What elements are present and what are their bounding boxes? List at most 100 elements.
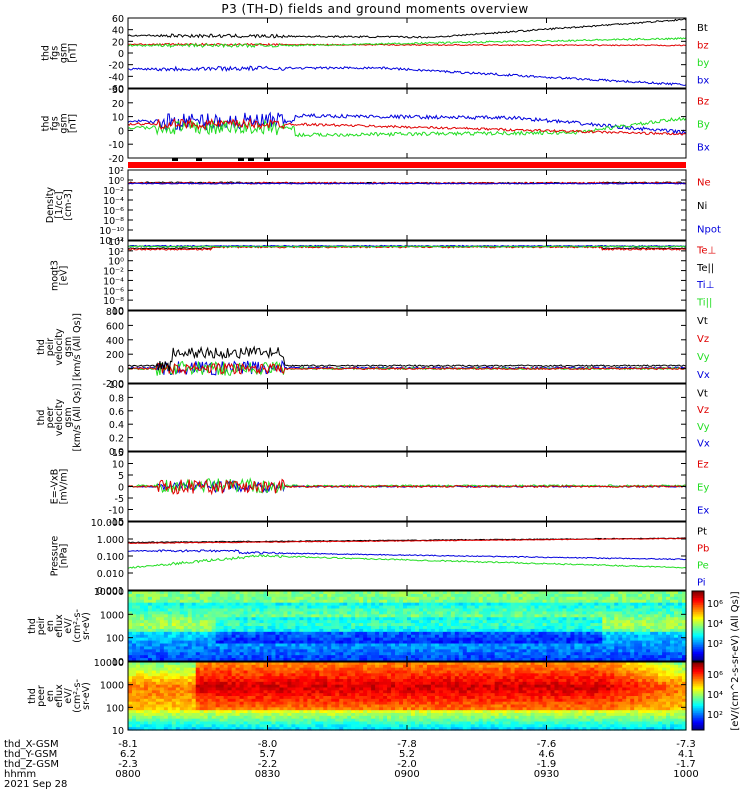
colorbar-segment	[692, 645, 704, 648]
colorbar-segment	[692, 603, 704, 606]
colorbar-segment	[692, 667, 704, 670]
y-tick-label: 800	[106, 307, 124, 318]
y-axis-label: thd	[27, 618, 38, 634]
legend-Ne: Ne	[697, 178, 711, 189]
colorbar-segment	[692, 619, 704, 622]
colorbar-segment	[692, 650, 704, 653]
colorbar-segment	[692, 716, 704, 719]
legend-Pe: Pe	[697, 561, 709, 572]
colorbar-segment	[692, 718, 704, 721]
y-tick-label: -200	[102, 379, 124, 390]
x-row-label: thd_X-GSM	[4, 739, 59, 750]
series-line-Ez	[127, 478, 687, 496]
y-tick-label: 10⁻²	[103, 267, 124, 278]
y-tick-label: 200	[106, 350, 124, 361]
y-tick-label: 40	[112, 26, 124, 37]
y-tick-label: 10	[112, 460, 124, 471]
panel-frame-peer-velocity	[127, 383, 687, 452]
colorbar-segment	[692, 659, 704, 662]
y-axis-label: velocity	[54, 328, 65, 366]
series-line-Vt	[127, 345, 687, 372]
colorbar-segment	[692, 687, 704, 690]
colorbar-segment	[692, 721, 704, 724]
y-tick-label: 10000	[94, 587, 124, 598]
colorbar-segment	[692, 636, 704, 639]
series-line-bx	[127, 65, 687, 86]
colorbar-segment	[692, 694, 704, 697]
colorbar-segment	[692, 640, 704, 643]
x-row-label: hhmm	[4, 769, 36, 780]
peer-spectrogram	[128, 662, 687, 731]
colorbar-segment	[692, 713, 704, 716]
y-tick-label: 0	[118, 365, 124, 376]
colorbar-segment	[692, 701, 704, 704]
colorbar-segment	[692, 594, 704, 597]
y-axis-label: fgs	[50, 116, 61, 130]
y-tick-label: 10⁻¹⁰	[99, 226, 124, 237]
colorbar-segment	[692, 684, 704, 687]
colorbar-segment	[692, 652, 704, 655]
colorbar-segment	[692, 707, 704, 711]
colorbar-segment	[692, 617, 704, 620]
x-row-value: -1.7	[676, 759, 696, 770]
flag-mark	[248, 158, 254, 161]
legend-Pi: Pi	[697, 578, 706, 589]
colorbar-segment	[692, 697, 704, 700]
series-line-Vz	[127, 361, 687, 376]
colorbar-segment	[692, 599, 704, 602]
colorbar-segment	[692, 598, 704, 601]
y-tick-label: 1000	[100, 610, 124, 621]
flag-mark	[172, 158, 178, 161]
colorbar-segment	[692, 677, 704, 680]
y-axis-label: [nT]	[68, 114, 79, 133]
legend-Ni: Ni	[697, 201, 707, 212]
y-tick-label: 20	[112, 99, 124, 110]
colorbar-segment	[692, 665, 704, 668]
y-tick-label: 10⁴	[108, 237, 124, 248]
colorbar-segment	[692, 679, 704, 682]
colorbar-tick-label: 10²	[707, 639, 723, 650]
legend-bz: bz	[697, 40, 709, 51]
x-row-value: -7.8	[397, 739, 417, 750]
y-tick-label: 10⁻²	[103, 186, 124, 197]
y-tick-label: 10²	[108, 247, 124, 258]
legend-Ex: Ex	[697, 506, 709, 517]
y-axis-label: eV/	[63, 617, 74, 633]
series-line-Bz	[127, 117, 687, 136]
colorbar-segment	[692, 592, 704, 595]
y-tick-label: 100	[106, 703, 124, 714]
y-tick-label: 10⁻⁴	[103, 276, 124, 287]
y-axis-label: eflux	[54, 684, 65, 708]
x-row-value: -8.1	[118, 739, 138, 750]
colorbar-segment	[692, 596, 704, 599]
y-tick-label: 10000	[94, 658, 124, 669]
y-axis-label: [cm-3]	[63, 189, 74, 220]
legend-Ez: Ez	[697, 460, 709, 471]
legend-Vt: Vt	[697, 388, 708, 399]
legend-By: By	[697, 120, 710, 131]
colorbar-segment	[692, 601, 704, 604]
x-row-value: 4.1	[678, 749, 694, 760]
y-axis-label: fgs	[50, 46, 61, 60]
series-line-Bt	[127, 18, 687, 39]
y-tick-label: 60	[112, 14, 124, 25]
y-tick-label: 10⁰	[108, 176, 124, 187]
colorbar-segment	[692, 685, 704, 688]
y-axis-label: [nPa]	[59, 544, 70, 569]
legend-Vy: Vy	[697, 422, 710, 433]
y-axis-label: thd	[27, 688, 38, 704]
colorbar-segment	[692, 709, 704, 712]
x-row-value: 6.2	[120, 749, 136, 760]
colorbar-segment	[692, 689, 704, 692]
y-axis-label: [km/s (All Qs)]	[72, 313, 83, 381]
y-tick-label: 0.010	[97, 569, 124, 580]
y-tick-label: -40	[108, 72, 124, 83]
y-tick-label: 10⁻⁶	[103, 286, 124, 297]
colorbar-segment	[692, 724, 704, 728]
y-axis-label: [mV/m]	[59, 469, 70, 505]
flag-mark	[196, 158, 202, 161]
y-axis-label: sr-eV)	[81, 682, 92, 710]
y-axis-label: peir	[45, 338, 56, 357]
panel-frame-pressure	[127, 521, 687, 591]
legend-Bt: Bt	[697, 23, 708, 34]
